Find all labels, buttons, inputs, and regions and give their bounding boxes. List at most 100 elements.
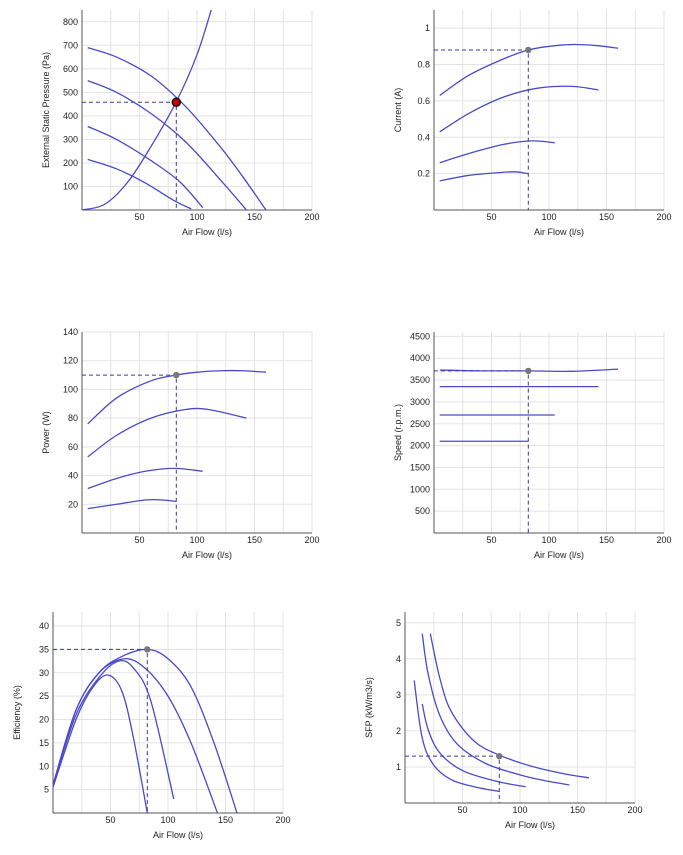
operating-point-guide: [82, 374, 177, 533]
operating-point-marker: [525, 46, 532, 54]
series-line-2: [439, 85, 599, 133]
series-line-5: [82, 10, 212, 210]
y-tick-label: 30: [39, 668, 49, 678]
series-line-3: [87, 125, 204, 209]
operating-point-marker: [173, 371, 180, 379]
operating-point-guide: [434, 370, 529, 533]
y-tick-label: 80: [68, 413, 78, 423]
x-tick-label: 50: [486, 212, 496, 222]
x-tick-label: 200: [304, 535, 319, 545]
series-line-4: [53, 674, 148, 813]
y-tick-label: 4: [396, 654, 401, 664]
x-tick-label: 50: [105, 815, 115, 825]
y-tick-label: 5: [44, 785, 49, 795]
series-line-3: [439, 140, 555, 164]
y-tick-label: 2: [396, 726, 401, 736]
x-tick-label: 200: [656, 535, 671, 545]
x-tick-label: 100: [160, 815, 175, 825]
series-line-3: [421, 703, 526, 788]
x-tick-label: 150: [570, 805, 585, 815]
y-axis-label: Current (A): [393, 88, 403, 133]
y-tick-label: 35: [39, 644, 49, 654]
y-tick-label: 5: [396, 618, 401, 628]
y-tick-label: 3: [396, 690, 401, 700]
x-tick-label: 50: [134, 212, 144, 222]
operating-point-guide: [434, 49, 529, 210]
series-line-4: [439, 171, 529, 182]
x-axis-label: Air Flow (l/s): [505, 820, 555, 830]
x-axis-label: Air Flow (l/s): [182, 227, 232, 237]
y-tick-label: 500: [415, 506, 430, 516]
y-tick-label: 4000: [410, 353, 430, 363]
y-axis-label: Speed (r.p.m.): [393, 404, 403, 461]
x-tick-label: 50: [134, 535, 144, 545]
y-tick-label: 800: [63, 17, 78, 27]
x-tick-label: 150: [599, 535, 614, 545]
series-line-1: [429, 633, 590, 779]
y-axis-label: Efficiency (%): [12, 685, 22, 740]
y-tick-label: 3500: [410, 375, 430, 385]
x-tick-label: 200: [656, 212, 671, 222]
x-tick-label: 200: [304, 212, 319, 222]
y-tick-label: 20: [39, 715, 49, 725]
y-tick-label: 100: [63, 181, 78, 191]
y-tick-label: 25: [39, 691, 49, 701]
series-line-3: [87, 467, 203, 490]
y-tick-label: 1500: [410, 462, 430, 472]
y-tick-label: 3000: [410, 397, 430, 407]
chart-5: 50 100 150 200 5 10 15 20 25 30 35 40 Air Flow (l/s)…: [12, 612, 291, 840]
y-axis-label: SFP (kW/m3/s): [364, 677, 374, 738]
y-tick-label: 15: [39, 738, 49, 748]
x-axis-label: Air Flow (l/s): [534, 227, 584, 237]
y-tick-label: 100: [63, 384, 78, 394]
series-line-2: [421, 633, 570, 786]
x-tick-label: 100: [512, 805, 527, 815]
x-tick-label: 150: [247, 535, 262, 545]
y-tick-label: 600: [63, 64, 78, 74]
x-tick-label: 200: [627, 805, 642, 815]
y-tick-label: 1: [425, 23, 430, 33]
y-tick-label: 500: [63, 87, 78, 97]
chart-1: 50 100 150 200 100 200 300 400 500 600 700 800 Air F…: [41, 10, 320, 237]
x-tick-label: 100: [189, 212, 204, 222]
series-line-1: [439, 43, 619, 96]
x-tick-label: 100: [541, 212, 556, 222]
y-tick-label: 0.6: [417, 96, 430, 106]
y-tick-label: 2500: [410, 419, 430, 429]
y-tick-label: 2000: [410, 441, 430, 451]
x-tick-label: 150: [218, 815, 233, 825]
series-line-4: [413, 680, 500, 793]
series-line-4: [87, 498, 177, 510]
y-axis-label: Power (W): [41, 411, 51, 454]
series-line-1: [87, 47, 267, 210]
chart-2: 50 100 150 200 0.2 0.4 0.6 0.8 1 Air Flow (l/s) Cu…: [393, 10, 672, 237]
y-axis-label: External Static Pressure (Pa): [41, 52, 51, 168]
operating-point-marker: [171, 97, 182, 107]
y-tick-label: 0.4: [417, 132, 430, 142]
x-axis-label: Air Flow (l/s): [153, 830, 203, 840]
x-axis-label: Air Flow (l/s): [182, 550, 232, 560]
y-tick-label: 120: [63, 356, 78, 366]
x-tick-label: 100: [541, 535, 556, 545]
x-tick-label: 100: [189, 535, 204, 545]
operating-point-guide: [53, 648, 148, 813]
series-line-3: [53, 659, 175, 800]
y-tick-label: 0.2: [417, 169, 430, 179]
y-tick-label: 400: [63, 111, 78, 121]
operating-point-marker: [525, 367, 532, 375]
series-line-2: [53, 658, 219, 813]
y-tick-label: 20: [68, 499, 78, 509]
y-tick-label: 300: [63, 134, 78, 144]
series-line-2: [87, 407, 247, 458]
y-tick-label: 0.8: [417, 60, 430, 70]
x-tick-label: 50: [457, 805, 467, 815]
chart-4: 50 100 150 200 500 1000 1500 2000 2500 3000 3500 40…: [393, 331, 672, 560]
series-line-1: [53, 648, 238, 813]
x-tick-label: 200: [275, 815, 290, 825]
y-tick-label: 1000: [410, 484, 430, 494]
y-tick-label: 40: [68, 471, 78, 481]
y-tick-label: 700: [63, 40, 78, 50]
y-tick-label: 1: [396, 762, 401, 772]
y-tick-label: 200: [63, 158, 78, 168]
